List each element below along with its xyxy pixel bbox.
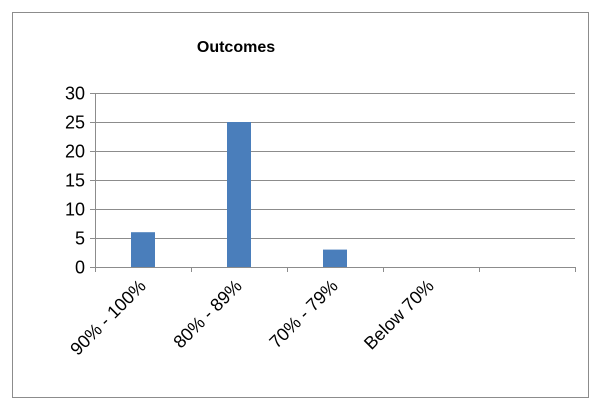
chart-title: Outcomes <box>197 39 275 56</box>
bars <box>131 122 347 267</box>
y-tick-label: 5 <box>75 229 85 249</box>
bar <box>131 232 155 267</box>
y-tick-label: 25 <box>65 113 85 133</box>
bar <box>323 249 347 267</box>
bar <box>227 122 251 267</box>
axes <box>90 93 576 272</box>
y-tick-label: 20 <box>65 142 85 162</box>
y-tick-labels: 0 5 10 15 20 25 30 <box>65 84 85 278</box>
y-tick-label: 10 <box>65 200 85 220</box>
y-tick-label: 30 <box>65 84 85 104</box>
y-tick-label: 15 <box>65 171 85 191</box>
gridlines <box>95 93 575 239</box>
y-tick-label: 0 <box>75 258 85 278</box>
chart-border <box>12 12 589 398</box>
